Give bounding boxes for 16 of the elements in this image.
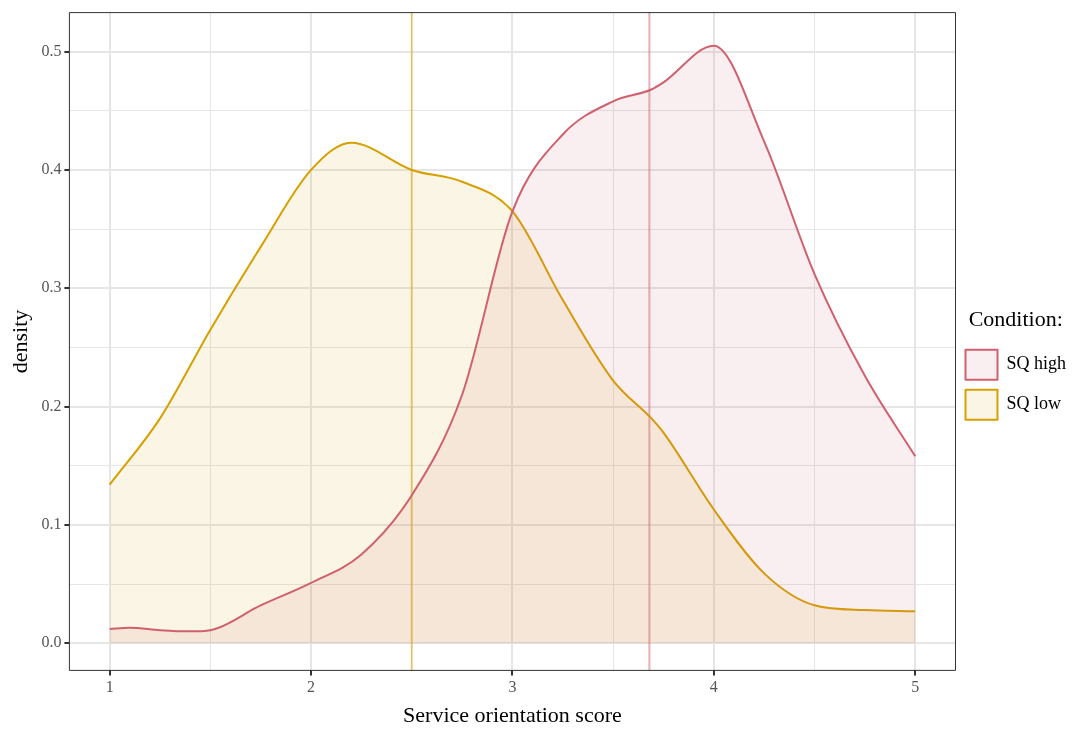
y-tick-label: 0.4 [41, 160, 62, 178]
x-tick-label: 5 [911, 678, 920, 696]
x-tick-label: 2 [307, 678, 316, 696]
y-tick-label: 0.3 [41, 278, 62, 296]
y-axis-title: density [6, 309, 32, 374]
y-tick-label: 0.2 [41, 396, 62, 414]
legend-label: SQ high [1006, 353, 1066, 374]
x-tick-label: 3 [508, 678, 517, 696]
y-tick-label: 0.0 [41, 633, 62, 651]
y-tick-label: 0.1 [41, 515, 62, 533]
y-tick-label: 0.5 [41, 41, 62, 59]
legend-label: SQ low [1006, 393, 1061, 414]
x-axis-title: Service orientation score [403, 701, 622, 727]
x-tick-label: 1 [105, 678, 114, 696]
legend-title: Condition: [968, 306, 1063, 332]
x-tick-label: 4 [709, 678, 718, 696]
